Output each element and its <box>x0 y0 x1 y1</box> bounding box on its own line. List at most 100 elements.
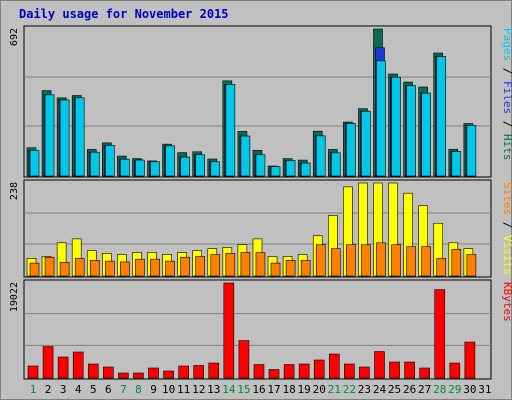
sites-bar <box>180 256 190 277</box>
kbytes-bar <box>103 366 114 379</box>
x-tick-label: 16 <box>252 383 265 396</box>
pages-bar <box>406 85 416 177</box>
legend-entry: KBytes <box>501 282 512 322</box>
x-tick-label: 1 <box>30 383 37 396</box>
x-tick-label: 30 <box>463 383 476 396</box>
y-max-label: 19022 <box>9 282 20 312</box>
sites-bar <box>406 246 416 277</box>
x-tick-label: 21 <box>328 383 341 396</box>
x-tick-label: 17 <box>267 383 280 396</box>
sites-bar <box>361 244 371 277</box>
kbytes-bar <box>72 351 84 379</box>
x-tick-label: 20 <box>313 383 326 396</box>
legend-entry: Visits <box>501 235 512 275</box>
pages-bar <box>89 151 100 177</box>
pages-bar <box>135 159 145 177</box>
x-tick-label: 7 <box>120 383 127 396</box>
pages-bar <box>105 145 115 177</box>
sites-bar <box>330 248 341 277</box>
x-tick-label: 12 <box>192 383 205 396</box>
sites-bar <box>285 260 296 277</box>
kbytes-bar <box>148 367 159 379</box>
kbytes-bar <box>57 356 69 379</box>
sites-bar <box>150 258 160 277</box>
sites-bar <box>255 252 266 277</box>
kbytes-bar <box>344 363 355 379</box>
x-tick-label: 13 <box>207 383 220 396</box>
pages-bar <box>361 110 371 177</box>
kbytes-bar <box>27 365 39 379</box>
right-axis-label: Sites / Visits <box>501 182 512 275</box>
kbytes-bar <box>268 369 280 379</box>
pages-bar <box>451 151 462 177</box>
sites-bar <box>376 242 386 277</box>
kbytes-bar <box>178 365 189 379</box>
x-tick-label: 18 <box>282 383 295 396</box>
pages-bar <box>210 161 221 177</box>
kbytes-bar <box>283 364 295 379</box>
sites-bar <box>451 249 462 277</box>
right-axis-label: Pages / Files / Hits <box>501 28 512 161</box>
x-tick-label: 23 <box>358 383 371 396</box>
panel-frame <box>23 25 492 178</box>
pages-bar <box>270 166 281 177</box>
kbytes-bar <box>464 341 476 379</box>
kbytes-bar <box>208 362 220 379</box>
legend-entry: Pages <box>501 28 512 61</box>
pages-bar <box>391 76 401 177</box>
kbytes-bar <box>313 359 325 379</box>
kbytes-bar <box>359 366 370 379</box>
kbytes-bar <box>374 351 385 379</box>
pages-bar <box>195 154 206 177</box>
x-tick-label: 11 <box>177 383 190 396</box>
sites-bar <box>59 262 70 277</box>
x-tick-label: 10 <box>162 383 175 396</box>
kbytes-bar <box>298 363 310 379</box>
sites-bar <box>165 260 175 277</box>
y-max-label: 692 <box>9 28 20 46</box>
kbytes-bar <box>434 289 446 379</box>
sites-bar <box>195 256 206 277</box>
x-tick-label: 31 <box>478 383 491 396</box>
x-tick-label: 14 <box>222 383 236 396</box>
pages-bar <box>346 123 356 177</box>
right-axis-label: KBytes <box>501 282 512 322</box>
sites-bar <box>210 254 221 277</box>
x-tick-label: 9 <box>150 383 157 396</box>
x-tick-label: 25 <box>388 383 401 396</box>
x-tick-label: 27 <box>418 383 431 396</box>
sites-bar <box>315 244 326 277</box>
x-tick-label: 22 <box>343 383 356 396</box>
sites-bar <box>270 262 281 277</box>
legend-entry: Files <box>501 81 512 114</box>
pages-bar <box>285 160 296 177</box>
pages-bar <box>29 149 40 177</box>
panel-frame <box>23 279 492 380</box>
x-tick-label: 3 <box>60 383 67 396</box>
pages-bar <box>466 125 477 177</box>
x-tick-label: 6 <box>105 383 112 396</box>
kbytes-bar <box>193 365 205 379</box>
sites-bar <box>240 252 251 277</box>
x-tick-label: 2 <box>45 383 52 396</box>
pages-bar <box>150 161 160 177</box>
sites-bar <box>391 244 401 277</box>
kbytes-bar <box>389 361 400 379</box>
pages-bar <box>436 56 447 177</box>
pages-bar <box>255 154 266 177</box>
kbytes-bar <box>223 282 235 379</box>
pages-bar <box>165 145 175 177</box>
y-max-label: 238 <box>9 182 20 200</box>
pages-bar <box>59 99 70 177</box>
sites-bar <box>120 261 130 277</box>
kbytes-bar <box>238 340 250 379</box>
sites-bar <box>89 260 100 277</box>
x-tick-label: 29 <box>448 383 461 396</box>
kbytes-bar <box>133 372 144 379</box>
sites-bar <box>436 258 447 277</box>
pages-bar <box>44 94 55 177</box>
legend-entry: Sites <box>501 182 512 215</box>
sites-bar <box>466 254 477 277</box>
panel-frame <box>23 179 492 278</box>
